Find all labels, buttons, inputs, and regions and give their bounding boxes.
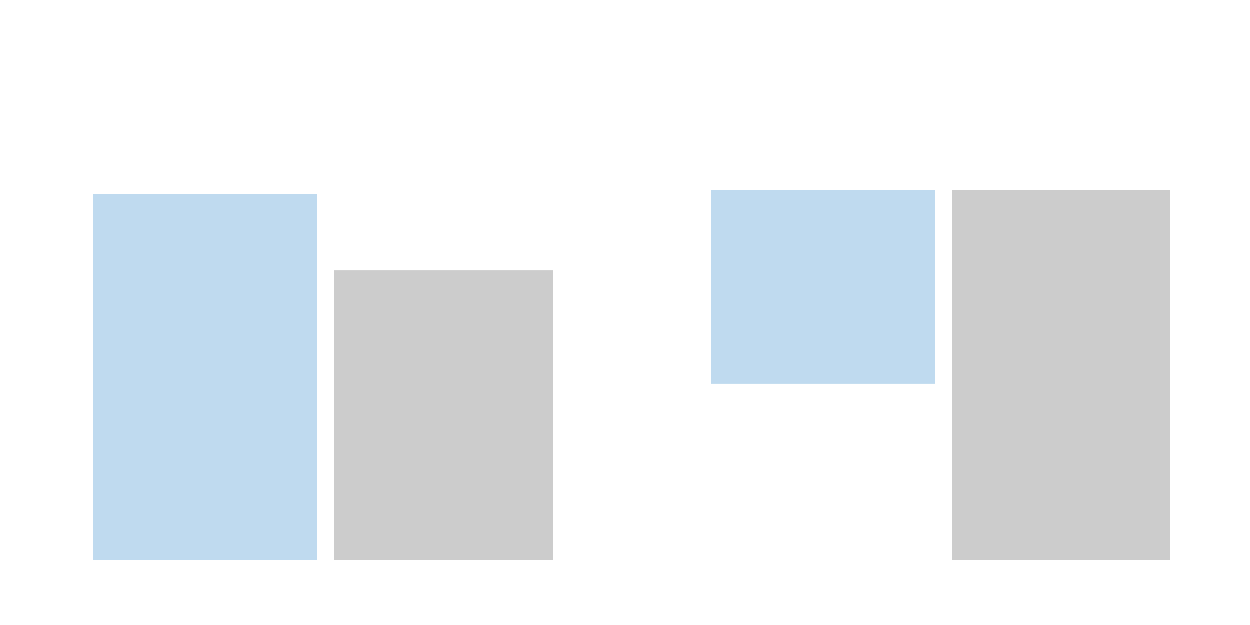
chart-panel-right: [711, 190, 1170, 560]
bar-panel2-series2: [952, 190, 1170, 560]
bar-panel1-series1: [93, 194, 317, 560]
bar-panel1-series2: [334, 270, 553, 560]
bar-panel2-series1: [711, 190, 935, 384]
chart-panel-left: [93, 194, 553, 560]
